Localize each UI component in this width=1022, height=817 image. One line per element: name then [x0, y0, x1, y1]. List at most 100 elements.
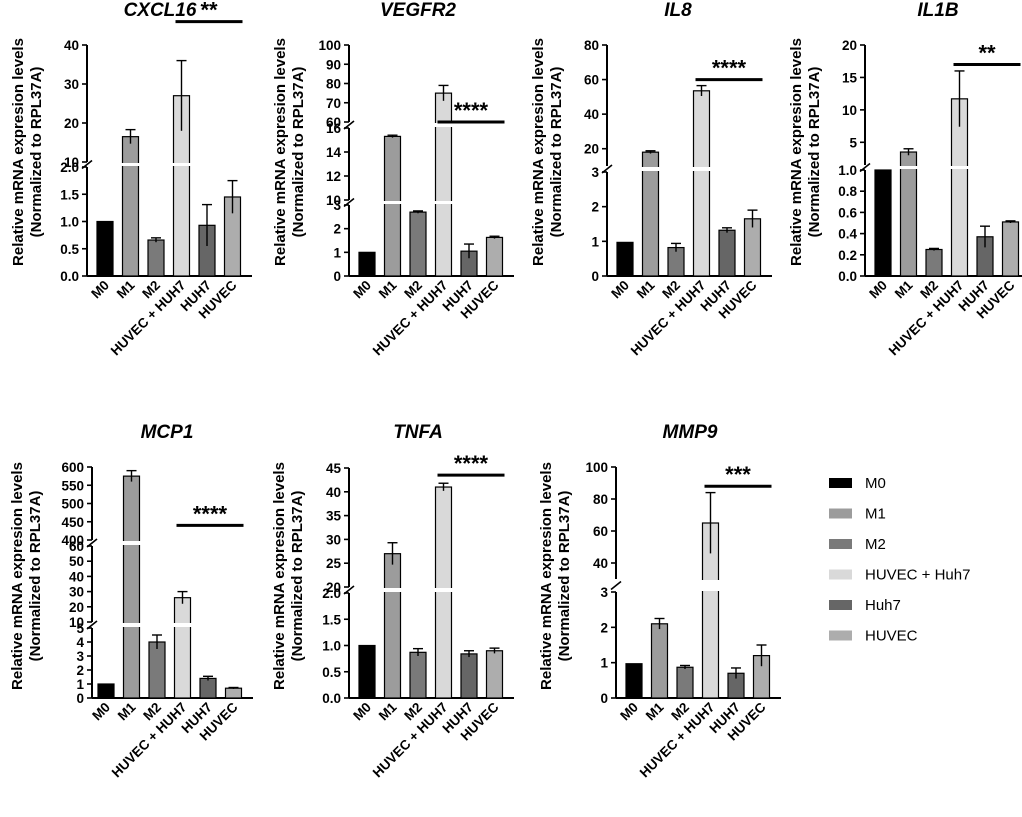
- axis-break-mark: [86, 538, 98, 548]
- x-tick-label: M0: [608, 278, 632, 302]
- bar-break-gap: [691, 167, 712, 171]
- bar-m2: [676, 666, 694, 699]
- y-tick-label: 1: [76, 677, 84, 692]
- axis-break-mark: [81, 159, 93, 170]
- y-tick-label: 20: [64, 116, 79, 131]
- bar-huvec-huh7: [434, 486, 453, 699]
- bar-m1: [383, 553, 402, 699]
- y-axis-label: Relative mRNA expresion levels(Normalize…: [272, 38, 307, 266]
- x-tick-label: M0: [88, 278, 112, 302]
- legend-swatch: [829, 630, 852, 641]
- y-axis-label-line1: Relative mRNA expresion levels: [788, 38, 805, 266]
- bar-m0: [874, 169, 892, 277]
- significance-label: ****: [454, 98, 489, 123]
- y-tick-label: 90: [326, 57, 341, 72]
- y-tick-label: 70: [326, 96, 341, 111]
- y-tick-label: 20: [584, 142, 599, 157]
- axis-break-mark: [343, 197, 355, 208]
- y-tick-label: 40: [593, 556, 608, 571]
- y-tick-label: 0.2: [838, 248, 857, 263]
- axis-break-mark: [859, 162, 871, 173]
- bar-m2: [667, 246, 685, 277]
- y-axis-label-line2: (Normalized to RPL37A): [556, 491, 573, 662]
- bar-huvec: [485, 236, 504, 277]
- y-tick-label: 0: [76, 691, 84, 706]
- y-tick-label: 5: [76, 621, 84, 636]
- bar-huvec: [1001, 221, 1020, 277]
- y-tick-label: 1.0: [60, 215, 79, 230]
- chart-title: CXCL16: [124, 0, 197, 21]
- y-tick-label: 3: [591, 165, 599, 180]
- y-tick-label: 1.5: [60, 187, 79, 202]
- significance-label: ***: [725, 462, 751, 487]
- y-tick-label: 1.5: [322, 612, 341, 627]
- significance-label: ****: [454, 451, 489, 476]
- y-axis-label-line2: (Normalized to RPL37A): [28, 67, 45, 238]
- y-axis-label: Relative mRNA expresion levels(Normalize…: [538, 462, 573, 690]
- bar-m2: [147, 239, 165, 277]
- bar-break-gap: [121, 623, 142, 627]
- bar-m0: [358, 251, 376, 277]
- y-tick-label: 60: [584, 73, 599, 88]
- y-tick-label: 4: [76, 635, 84, 650]
- x-tick-label: M0: [350, 278, 374, 302]
- y-tick-label: 25: [326, 556, 342, 571]
- y-tick-label: 14: [326, 145, 342, 160]
- y-tick-label: 20: [69, 600, 84, 615]
- y-axis-label-line2: (Normalized to RPL37A): [806, 67, 823, 238]
- bar-break-gap: [382, 588, 403, 592]
- axis-break-mark: [86, 620, 98, 630]
- y-tick-label: 5: [849, 135, 857, 150]
- y-tick-label: 600: [61, 460, 84, 475]
- y-axis-label-line1: Relative mRNA expresion levels: [272, 38, 289, 266]
- y-tick-label: 50: [69, 554, 84, 569]
- y-tick-label: 30: [326, 532, 341, 547]
- legend: M0 M1 M2 HUVEC + Huh7 Huh7 HUVEC: [829, 475, 970, 645]
- x-tick-label: M1: [634, 277, 658, 301]
- y-tick-label: 1: [600, 656, 608, 671]
- y-tick-label: 400: [61, 533, 84, 548]
- bar-break-gap: [433, 201, 454, 204]
- y-axis-label-line1: Relative mRNA expresion levels: [10, 38, 27, 266]
- bar-break-gap: [700, 580, 721, 591]
- bar-break-gap: [171, 163, 192, 166]
- bar-huvec-huh7: [173, 597, 192, 699]
- significance-label: **: [978, 40, 996, 65]
- bar-m1: [383, 135, 402, 277]
- bar-m1: [899, 151, 918, 277]
- y-tick-label: 2: [333, 222, 341, 237]
- y-tick-label: 3: [600, 585, 608, 600]
- y-tick-label: 45: [326, 461, 342, 476]
- chart-title: IL1B: [917, 0, 958, 21]
- bar-break-gap: [120, 163, 141, 166]
- x-tick-label: M0: [89, 700, 113, 724]
- y-axis-label-line2: (Normalized to RPL37A): [27, 491, 44, 662]
- legend-swatch: [829, 478, 852, 488]
- axis-break-mark: [343, 585, 355, 595]
- y-tick-label: 15: [842, 70, 858, 85]
- y-tick-label: 450: [61, 515, 84, 530]
- y-tick-label: 100: [585, 460, 608, 475]
- y-axis-label-line1: Relative mRNA expresion levels: [9, 462, 26, 690]
- y-tick-label: 80: [326, 77, 341, 92]
- bar-m0: [616, 241, 634, 277]
- y-tick-label: 2.0: [322, 586, 341, 601]
- bar-m1: [650, 623, 669, 699]
- y-tick-label: 2.0: [60, 160, 79, 175]
- y-tick-label: 0.8: [838, 184, 857, 199]
- y-tick-label: 40: [69, 569, 84, 584]
- y-tick-label: 0.6: [838, 205, 857, 220]
- y-tick-label: 1: [333, 245, 341, 260]
- bar-huvec: [485, 650, 504, 699]
- y-axis-label: Relative mRNA expresion levels(Normalize…: [271, 462, 306, 690]
- y-tick-label: 60: [326, 115, 341, 130]
- y-axis-label-line2: (Normalized to RPL37A): [289, 491, 306, 662]
- bar-break-gap: [898, 166, 919, 169]
- legend-label: HUVEC: [865, 628, 918, 645]
- bar-m2: [925, 248, 943, 277]
- legend-swatch: [829, 569, 852, 580]
- y-tick-label: 10: [64, 155, 79, 170]
